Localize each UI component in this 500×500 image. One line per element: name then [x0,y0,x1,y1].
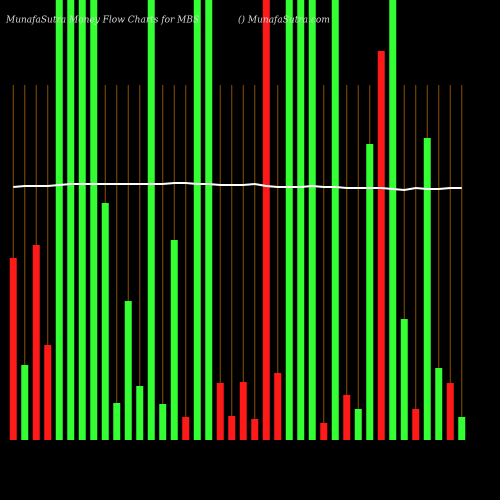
bar [343,395,351,440]
bar [423,138,431,440]
chart-subtitle: () MunafaSutra.com [238,15,330,26]
bar [147,0,155,441]
bar [308,0,316,441]
bar [44,345,52,440]
bar [239,382,247,440]
bar [90,0,98,441]
bar [21,365,29,440]
bar [159,404,167,440]
bar [251,419,259,440]
bar [366,144,374,440]
bar [274,373,282,440]
bar [435,368,443,440]
bar [216,383,224,440]
bar [412,409,420,440]
bar [331,0,339,441]
bar [193,0,201,441]
bar [297,0,305,441]
bar [458,417,466,440]
bar [170,240,178,440]
bar [136,386,144,440]
bar [101,203,109,440]
bar [320,423,328,440]
bar [228,416,236,440]
bar [389,0,397,441]
bar [205,0,213,441]
bar [55,0,63,441]
bar [124,301,132,440]
bar [182,417,190,440]
bar [9,258,17,440]
bar [400,319,408,440]
chart-title: MunafaSutra Money Flow Charts for MBS [5,16,199,26]
bars [9,0,466,441]
bar [67,0,75,441]
lines [13,182,462,192]
bar [113,403,121,440]
bar [285,0,293,441]
bar [262,0,270,441]
bar [32,245,40,440]
bar [354,409,362,440]
bar [446,383,454,440]
bar [78,0,86,441]
flow-line [13,182,462,192]
bar [377,51,385,440]
